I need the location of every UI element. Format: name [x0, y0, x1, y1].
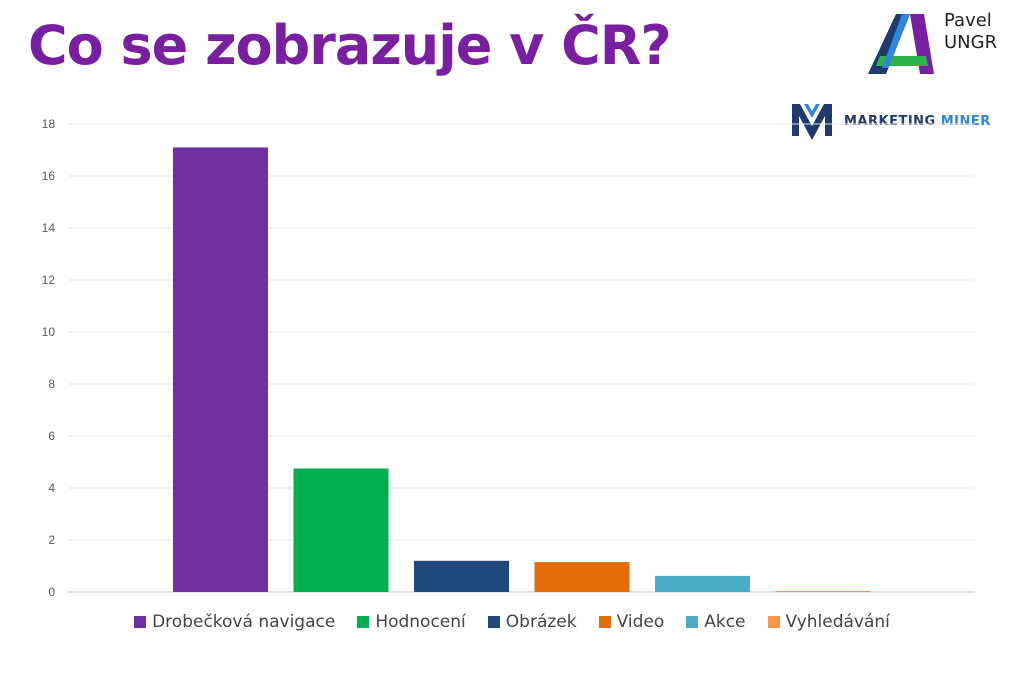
bar-1 — [173, 147, 268, 592]
bar-3 — [414, 560, 509, 592]
legend-swatch — [598, 616, 611, 628]
legend-label: Vyhledávání — [785, 612, 890, 632]
legend-item: Akce — [686, 612, 746, 632]
marketing-miner-icon — [792, 104, 832, 140]
y-tick-label: 10 — [42, 325, 56, 339]
marketing-miner-word1: MARKETING — [844, 114, 936, 129]
legend-label: Akce — [704, 612, 746, 632]
legend-swatch — [487, 616, 500, 628]
y-tick-label: 12 — [42, 273, 56, 287]
legend-item: Obrázek — [487, 612, 577, 632]
y-axis-ticks: 0 2 4 6 8 10 12 14 16 18 — [42, 117, 56, 599]
bar-6 — [775, 591, 871, 592]
legend-item: Drobečková navigace — [134, 612, 335, 632]
brand-first-name: Pavel — [944, 10, 992, 31]
y-tick-label: 14 — [42, 221, 56, 235]
brand-last-name: UNGR — [944, 32, 998, 53]
legend-label: Hodnocení — [375, 612, 466, 632]
brand-logo: Pavel UNGR — [866, 8, 1016, 78]
legend-swatch — [686, 616, 699, 628]
y-tick-label: 2 — [48, 533, 55, 547]
bar-5 — [655, 575, 750, 592]
y-tick-label: 6 — [48, 429, 55, 443]
ungr-logo-icon — [868, 14, 934, 74]
y-tick-label: 4 — [48, 481, 55, 495]
legend-item: Vyhledávání — [767, 612, 890, 632]
legend-item: Hodnocení — [357, 612, 466, 632]
page-title: Co se zobrazuje v ČR? — [28, 14, 672, 77]
legend-swatch — [357, 616, 370, 628]
legend-label: Video — [616, 612, 665, 632]
chart-bars — [173, 147, 871, 592]
y-tick-label: 8 — [48, 377, 55, 391]
marketing-miner-logo: MARKETING MINER — [790, 100, 990, 144]
chart-legend: Drobečková navigace Hodnocení Obrázek Video… — [0, 612, 1024, 632]
legend-label: Obrázek — [505, 612, 577, 632]
y-tick-label: 18 — [42, 117, 56, 131]
bar-2 — [293, 468, 389, 592]
legend-item: Video — [598, 612, 665, 632]
marketing-miner-word2: MINER — [940, 114, 991, 129]
legend-swatch — [767, 616, 780, 628]
legend-swatch — [134, 616, 147, 628]
y-tick-label: 0 — [48, 585, 55, 599]
y-tick-label: 16 — [42, 169, 56, 183]
bar-4 — [534, 562, 630, 592]
legend-label: Drobečková navigace — [152, 612, 336, 632]
